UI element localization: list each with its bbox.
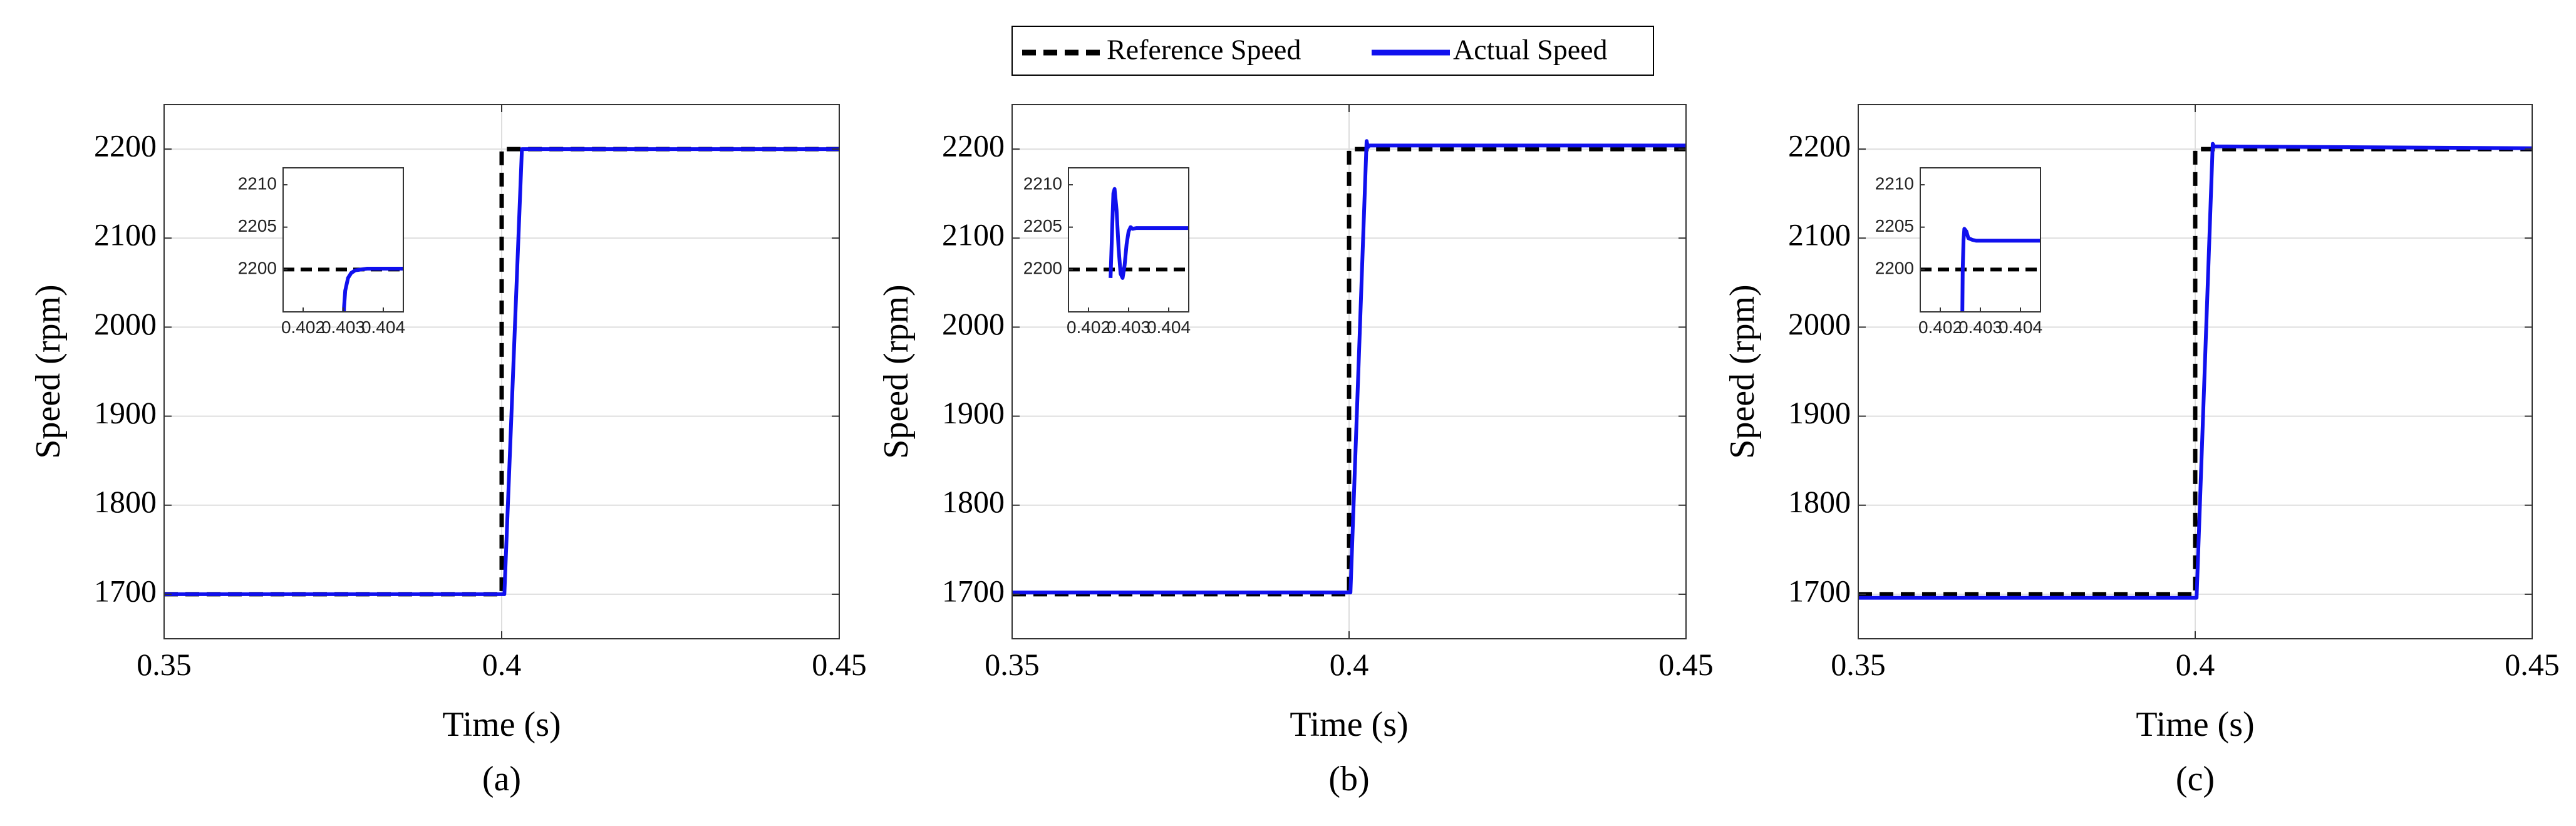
y-axis-label: Speed (rpm) (877, 284, 916, 458)
x-tick-label: 0.35 (137, 647, 192, 682)
y-tick-label: 1700 (1788, 573, 1851, 608)
x-axis-label: Time (s) (2136, 705, 2254, 744)
inset-x-tick-label: 0.404 (361, 317, 405, 337)
inset-y-tick-label: 2200 (238, 259, 277, 278)
panel-b: 1700 1800 1900 2000 2100 2200 0.35 0.4 0.45 Time … (877, 104, 1714, 798)
inset-series-actual-speed (342, 267, 403, 312)
panels: 1700 1800 1900 2000 2100 2200 0.35 0.4 0.45 Time … (29, 104, 2560, 798)
x-tick-label: 0.45 (1658, 647, 1714, 682)
inset-x-tick-label: 0.403 (1107, 317, 1151, 337)
y-tick-label: 1700 (94, 573, 157, 608)
inset-x-tick-label: 0.402 (1067, 317, 1110, 337)
series-reference-speed (1012, 147, 1686, 597)
inset-y-tick-label: 2205 (238, 216, 277, 235)
inset-plot-area (283, 168, 403, 312)
y-tick-label: 2100 (942, 217, 1005, 252)
y-tick-label: 2200 (94, 128, 157, 163)
panel-caption: (a) (482, 760, 521, 798)
inset-x-tick-label: 0.403 (1958, 317, 2002, 337)
panel-a: 1700 1800 1900 2000 2100 2200 0.35 0.4 0.45 Time … (29, 104, 867, 798)
y-axis-label: Speed (rpm) (29, 284, 68, 458)
series-actual-speed (1012, 139, 1686, 595)
series-reference-speed (164, 147, 839, 597)
y-tick-label: 1900 (1788, 395, 1851, 430)
x-tick-label: 0.4 (1330, 647, 1369, 682)
y-axis-label: Speed (rpm) (1723, 284, 1762, 458)
inset-y-tick-label: 2200 (1875, 259, 1914, 278)
inset-x-tick-label: 0.402 (1918, 317, 1962, 337)
inset-x-tick-label: 0.403 (321, 317, 365, 337)
x-tick-label: 0.45 (2505, 647, 2560, 682)
legend: Reference Speed Actual Speed (1011, 26, 1654, 76)
panel-caption: (c) (2176, 760, 2215, 798)
inset-series-actual-speed (1109, 187, 1189, 280)
inset-y-tick-label: 2205 (1023, 216, 1062, 235)
x-axis-label: Time (s) (442, 705, 561, 744)
series-actual-speed (1858, 142, 2533, 600)
legend-box (1011, 26, 1654, 76)
legend-label-actual: Actual Speed (1453, 34, 1608, 66)
inset-series-actual-speed (1960, 227, 2041, 312)
y-tick-label: 2000 (942, 306, 1005, 341)
x-tick-label: 0.35 (1831, 647, 1886, 682)
y-tick-label: 1800 (942, 484, 1005, 519)
inset-y-tick-label: 2210 (238, 173, 277, 193)
panel-caption: (b) (1328, 760, 1369, 798)
x-tick-label: 0.4 (2176, 647, 2215, 682)
x-tick-label: 0.4 (482, 647, 522, 682)
inset-y-tick-label: 2200 (1023, 259, 1062, 278)
x-tick-label: 0.45 (812, 647, 867, 682)
inset-y-tick-label: 2210 (1023, 173, 1062, 193)
y-tick-label: 2100 (1788, 217, 1851, 252)
series-actual-speed (164, 147, 839, 596)
y-tick-label: 1900 (94, 395, 157, 430)
inset-y-tick-label: 2205 (1875, 216, 1914, 235)
y-tick-label: 2200 (942, 128, 1005, 163)
y-tick-label: 2000 (94, 306, 157, 341)
y-tick-label: 2200 (1788, 128, 1851, 163)
inset-x-tick-label: 0.404 (1147, 317, 1191, 337)
x-axis-label: Time (s) (1290, 705, 1408, 744)
inset-y-tick-label: 2210 (1875, 173, 1914, 193)
inset-x-tick-label: 0.404 (1999, 317, 2042, 337)
y-tick-label: 1700 (942, 573, 1005, 608)
y-tick-label: 1900 (942, 395, 1005, 430)
y-tick-label: 2100 (94, 217, 157, 252)
y-tick-label: 1800 (1788, 484, 1851, 519)
x-tick-label: 0.35 (985, 647, 1040, 682)
inset-x-tick-label: 0.402 (281, 317, 325, 337)
y-tick-label: 1800 (94, 484, 157, 519)
legend-label-reference: Reference Speed (1107, 34, 1301, 66)
panel-c: 1700 1800 1900 2000 2100 2200 0.35 0.4 0.45 Time … (1723, 104, 2560, 798)
y-tick-label: 2000 (1788, 306, 1851, 341)
